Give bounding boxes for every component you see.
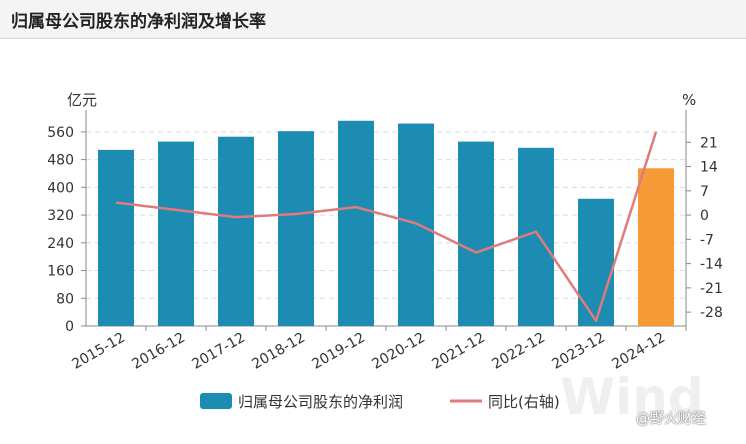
bar — [458, 141, 494, 326]
x-tick-label: 2022-12 — [489, 330, 548, 373]
wind-watermark: Wind — [560, 368, 704, 426]
y-right-tick-label: -7 — [700, 232, 714, 248]
x-tick-label: 2017-12 — [189, 330, 248, 373]
bar — [338, 120, 374, 326]
y-left-tick-label: 160 — [47, 264, 74, 280]
y-left-tick-label: 0 — [65, 319, 74, 335]
x-tick-label: 2015-12 — [69, 330, 128, 373]
y-right-tick-label: -14 — [700, 257, 723, 273]
y-right-tick-label: 21 — [700, 135, 718, 151]
bar — [98, 149, 134, 326]
bar — [218, 136, 254, 326]
y-right-tick-label: 14 — [700, 160, 718, 176]
bar — [578, 198, 614, 326]
bar — [278, 131, 314, 326]
y-left-tick-label: 240 — [47, 236, 74, 252]
y-right-unit-label: % — [682, 91, 696, 109]
brand-label: @野火财经 — [636, 411, 706, 427]
growth-rate-line — [115, 131, 658, 323]
y-left-tick-label: 320 — [47, 208, 74, 224]
legend-label-line: 同比(右轴) — [488, 393, 560, 411]
chart-title: 归属母公司股东的净利润及增长率 — [11, 12, 266, 32]
x-tick-label: 2019-12 — [309, 330, 368, 373]
y-left-tick-label: 80 — [56, 291, 74, 307]
x-tick-label: 2016-12 — [129, 330, 188, 373]
x-tick-label: 2023-12 — [549, 330, 608, 373]
bar — [638, 168, 674, 326]
x-tick-label: 2018-12 — [249, 330, 308, 373]
y-right-tick-label: 0 — [700, 208, 709, 224]
y-right-tick-label: 7 — [700, 184, 709, 200]
y-right-tick-label: -28 — [700, 305, 723, 321]
chart-header: 归属母公司股东的净利润及增长率 — [0, 0, 746, 39]
y-left-tick-label: 480 — [47, 153, 74, 169]
x-tick-label: 2021-12 — [429, 330, 488, 373]
y-left-unit-label: 亿元 — [67, 91, 97, 109]
legend-swatch-bar — [200, 393, 232, 409]
y-left-tick-label: 400 — [47, 180, 74, 196]
x-tick-label: 2024-12 — [609, 330, 668, 373]
legend-label-bar: 归属母公司股东的净利润 — [238, 393, 403, 411]
y-left-tick-label: 560 — [47, 125, 74, 141]
x-tick-label: 2020-12 — [369, 330, 428, 373]
bar — [158, 141, 194, 326]
y-right-tick-label: -21 — [700, 281, 723, 297]
